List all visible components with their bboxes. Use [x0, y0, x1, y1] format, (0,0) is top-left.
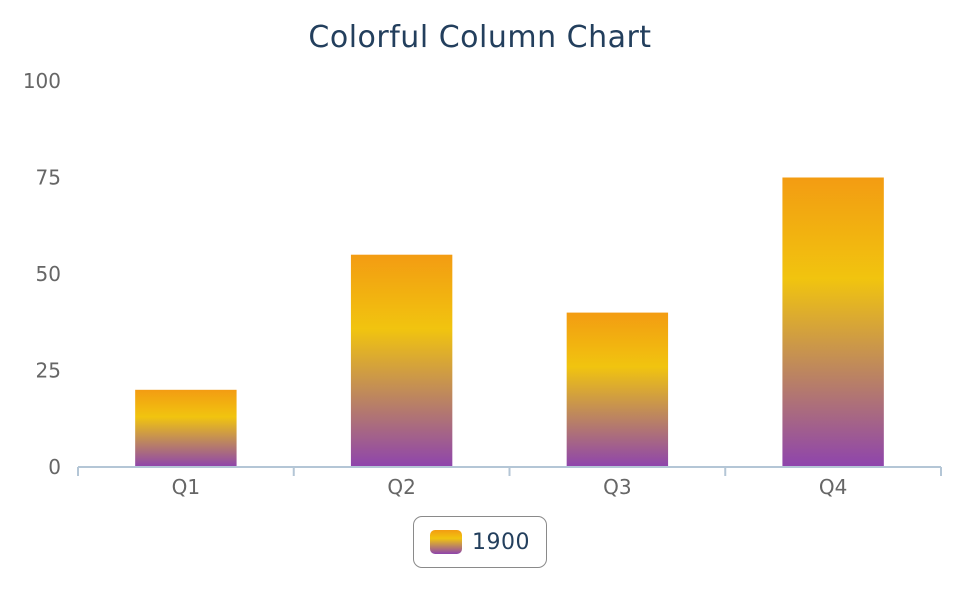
legend-item-1900[interactable]: 1900 [413, 516, 547, 568]
y-tick-label: 50 [36, 262, 61, 286]
bar-q1[interactable] [135, 389, 237, 467]
x-axis: Q1 Q2 Q3 Q4 [77, 466, 942, 499]
x-tick-label: Q4 [819, 475, 847, 499]
y-tick-label: 75 [36, 166, 61, 190]
bar-q2[interactable] [350, 254, 453, 467]
y-tick-label: 100 [23, 69, 61, 93]
y-axis-ticks: 0 25 50 75 100 [23, 69, 61, 479]
bar-q4[interactable] [782, 177, 884, 468]
x-tick-label: Q3 [603, 475, 631, 499]
y-tick-label: 0 [48, 455, 61, 479]
x-tick-label: Q2 [387, 475, 415, 499]
y-tick-label: 25 [36, 359, 61, 383]
legend-swatch [430, 530, 462, 554]
chart-title: Colorful Column Chart [308, 20, 652, 55]
legend-label: 1900 [472, 529, 530, 555]
x-tick-label: Q1 [172, 475, 200, 499]
bar-q3[interactable] [566, 312, 669, 467]
bar-series [135, 177, 884, 468]
